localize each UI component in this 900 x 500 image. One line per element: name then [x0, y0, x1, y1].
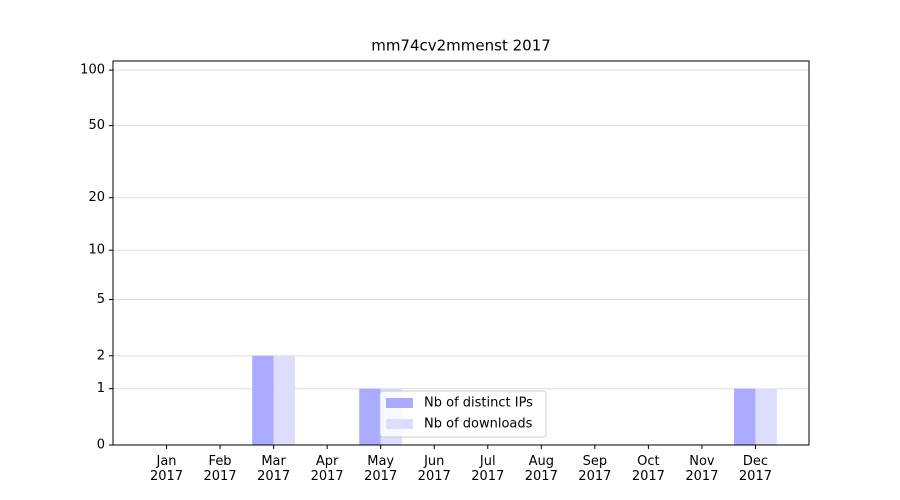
x-tick-label: Jul 2017 [471, 454, 505, 484]
y-tick-label: 2 [97, 348, 105, 363]
bar [755, 388, 777, 445]
x-tick-label: Nov 2017 [685, 454, 719, 484]
x-tick-label: Feb 2017 [203, 454, 237, 484]
bar [252, 355, 274, 445]
legend-frame [379, 390, 547, 438]
y-tick-label: 0 [97, 438, 105, 453]
legend-label: Nb of distinct IPs [424, 396, 533, 411]
legend-swatch [386, 398, 413, 408]
bar [734, 388, 756, 445]
x-tick-label: Sep 2017 [578, 454, 612, 484]
x-tick-label: Jun 2017 [417, 454, 451, 484]
x-tick-label: Aug 2017 [524, 454, 558, 484]
x-tick-label: Oct 2017 [631, 454, 665, 484]
y-tick-label: 100 [80, 63, 105, 78]
chart-title: mm74cv2mmenst 2017 [371, 37, 551, 55]
y-tick-label: 10 [88, 243, 105, 258]
bar [359, 388, 381, 445]
y-tick-label: 20 [88, 190, 105, 205]
x-tick-label: Jan 2017 [149, 454, 184, 484]
x-tick-label: Mar 2017 [257, 454, 291, 484]
plot-frame [112, 60, 810, 446]
bar [273, 355, 296, 445]
y-tick-label: 5 [97, 292, 105, 307]
y-tick-label: 50 [88, 118, 105, 133]
legend: Nb of distinct IPs Nb of downloads [379, 390, 547, 438]
legend-swatch [386, 419, 413, 429]
x-tick-label: May 2017 [364, 454, 398, 484]
y-tick-label: 1 [97, 381, 105, 396]
x-tick-label: Apr 2017 [310, 454, 344, 484]
x-tick-label: Dec 2017 [738, 454, 772, 484]
legend-label: Nb of downloads [424, 417, 533, 432]
